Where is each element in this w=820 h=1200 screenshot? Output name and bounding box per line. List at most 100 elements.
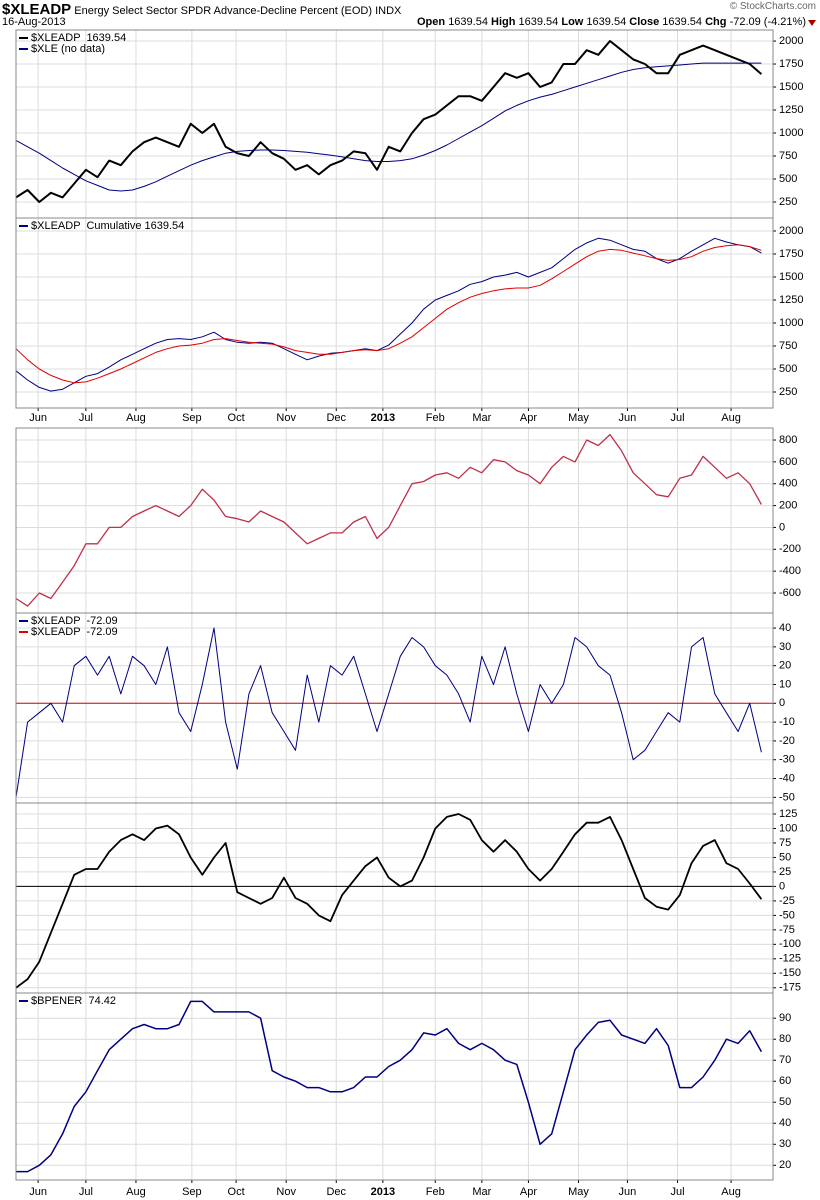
exchange: INDX xyxy=(375,5,402,17)
x-tick-label: Jul xyxy=(79,412,93,424)
y-tick-label: -40 xyxy=(779,772,795,784)
y-tick-label: 1500 xyxy=(779,81,803,93)
quote-value: 1639.54 xyxy=(518,16,559,28)
x-tick-label: Aug xyxy=(721,1186,741,1198)
y-tick-label: 1750 xyxy=(779,248,803,260)
y-tick-label: 600 xyxy=(779,456,797,468)
panel-frame xyxy=(15,612,774,804)
symbol: $XLEADP xyxy=(2,1,72,18)
y-tick-label: 25 xyxy=(779,866,791,878)
x-tick-label: Jun xyxy=(29,1186,47,1198)
y-tick-label: 50 xyxy=(779,1096,791,1108)
y-tick-label: 1500 xyxy=(779,271,803,283)
y-tick-label: 1250 xyxy=(779,294,803,306)
y-tick-label: 70 xyxy=(779,1054,791,1066)
y-tick-label: 40 xyxy=(779,1117,791,1129)
y-tick-label: 90 xyxy=(779,1012,791,1024)
quote-label: Open xyxy=(417,16,446,28)
header: $XLEADP Energy Select Sector SPDR Advanc… xyxy=(0,0,820,30)
y-tick-label: 30 xyxy=(779,641,791,653)
date: 16-Aug-2013 xyxy=(2,16,66,28)
y-tick-label: 75 xyxy=(779,837,791,849)
x-tick-label: Dec xyxy=(326,412,346,424)
x-tick-label: Jun xyxy=(29,412,47,424)
x-tick-label: Oct xyxy=(228,1186,245,1198)
y-tick-label: -50 xyxy=(779,791,795,803)
series-line xyxy=(15,40,763,203)
legend-label: $BPENER 74.42 xyxy=(31,995,116,1007)
y-tick-label: -10 xyxy=(779,716,795,728)
x-tick-label: Sep xyxy=(182,1186,202,1198)
x-tick-label: Mar xyxy=(472,412,491,424)
y-tick-label: -600 xyxy=(779,587,801,599)
y-tick-label: 0 xyxy=(779,880,785,892)
series-line xyxy=(15,244,762,384)
x-tick-label: Jul xyxy=(670,412,684,424)
quote-label: Chg xyxy=(705,16,727,28)
series-line xyxy=(15,433,762,607)
y-tick-label: 400 xyxy=(779,478,797,490)
y-tick-label: 800 xyxy=(779,434,797,446)
x-tick-label: Oct xyxy=(228,412,245,424)
y-tick-label: 30 xyxy=(779,1138,791,1150)
x-tick-label: Jun xyxy=(619,412,637,424)
legend-label: $XLEADP -72.09 xyxy=(31,626,118,638)
y-tick-label: 2000 xyxy=(779,35,803,47)
series-line xyxy=(15,813,763,989)
y-tick-label: -30 xyxy=(779,754,795,766)
y-tick-label: 10 xyxy=(779,678,791,690)
y-tick-label: 1250 xyxy=(779,104,803,116)
x-tick-label: Sep xyxy=(182,412,202,424)
x-tick-label: Feb xyxy=(426,412,445,424)
y-tick-label: 750 xyxy=(779,150,797,162)
y-tick-label: 80 xyxy=(779,1033,791,1045)
quote-value: 1639.54 xyxy=(662,16,703,28)
quote-value: 1639.54 xyxy=(448,16,488,28)
y-tick-label: 40 xyxy=(779,622,791,634)
quote-label: Low xyxy=(561,16,584,28)
x-tick-label: Jul xyxy=(79,1186,93,1198)
y-tick-label: 1000 xyxy=(779,127,803,139)
x-tick-label: Aug xyxy=(126,1186,146,1198)
x-tick-label: Aug xyxy=(721,412,741,424)
title-row: $XLEADP Energy Select Sector SPDR Advanc… xyxy=(2,1,401,18)
y-tick-label: 20 xyxy=(779,1159,791,1171)
y-tick-label: 125 xyxy=(779,808,797,820)
series-line xyxy=(15,627,762,798)
x-tick-label: May xyxy=(568,1186,589,1198)
legend-label: $XLEADP -72.09 xyxy=(31,615,118,627)
quote-value: 1639.54 xyxy=(586,16,627,28)
series-line xyxy=(15,237,762,392)
x-tick-label: May xyxy=(568,412,589,424)
x-tick-label: Jun xyxy=(619,1186,637,1198)
y-tick-label: 1750 xyxy=(779,58,803,70)
series-line xyxy=(15,62,762,192)
x-tick-label: 2013 xyxy=(371,412,395,424)
description: Energy Select Sector SPDR Advance-Declin… xyxy=(74,5,372,17)
y-tick-label: -20 xyxy=(779,735,795,747)
y-tick-label: -400 xyxy=(779,565,801,577)
x-tick-label: Nov xyxy=(276,412,296,424)
y-tick-label: 20 xyxy=(779,660,791,672)
y-tick-label: 500 xyxy=(779,363,797,375)
y-tick-label: -25 xyxy=(779,895,795,907)
y-tick-label: 250 xyxy=(779,196,797,208)
x-tick-label: Nov xyxy=(276,1186,296,1198)
legend-label: $XLEADP Cumulative 1639.54 xyxy=(31,220,184,232)
panel-frame xyxy=(15,802,774,994)
quote-value: -72.09 (-4.21%) xyxy=(729,16,806,28)
y-tick-label: -100 xyxy=(779,938,801,950)
y-tick-label: 0 xyxy=(779,697,785,709)
quote: Open 1639.54 High 1639.54 Low 1639.54 Cl… xyxy=(417,16,806,28)
x-tick-label: Feb xyxy=(426,1186,445,1198)
y-tick-label: 100 xyxy=(779,822,797,834)
y-tick-label: -150 xyxy=(779,967,801,979)
series-line xyxy=(16,1000,763,1173)
quote-label: Close xyxy=(629,16,660,28)
y-tick-label: 200 xyxy=(779,499,797,511)
x-tick-label: Apr xyxy=(520,1186,537,1198)
legend-label: $XLEADP 1639.54 xyxy=(31,32,126,44)
x-tick-label: Mar xyxy=(472,1186,491,1198)
y-tick-label: 250 xyxy=(779,386,797,398)
